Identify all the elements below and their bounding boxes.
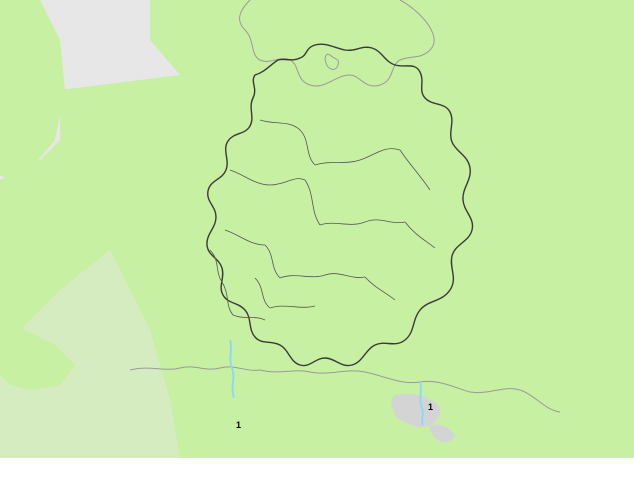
continental-landmass [110,0,634,460]
precip-marker-label-1: 1 [236,420,241,430]
precip-marker-label-2: 1 [428,402,433,412]
weather-map-panel: 1 1 Precipitation accum. [mm] ICON-D2 Sa… [0,0,634,490]
map-svg: 1 1 [0,0,634,460]
footer-bar: Precipitation accum. [mm] ICON-D2 Sa 18-… [0,458,634,490]
